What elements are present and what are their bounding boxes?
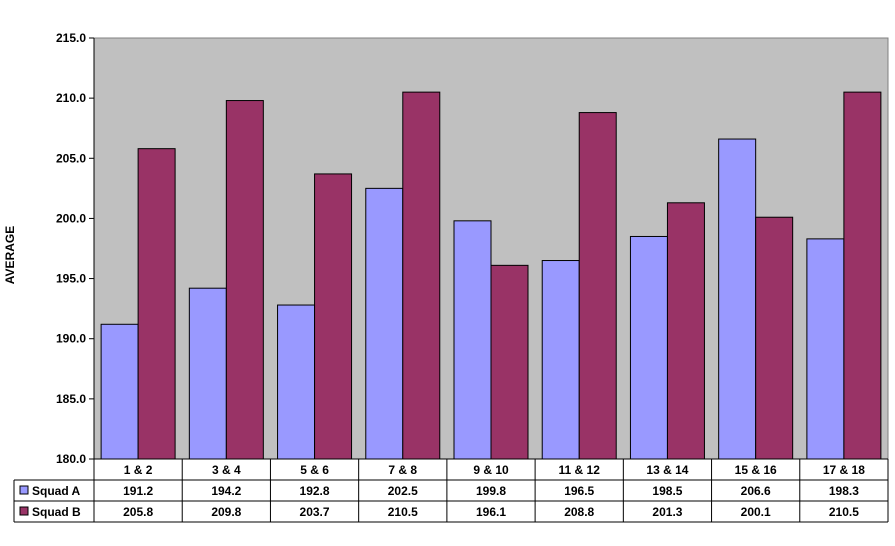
data-label: 203.7 — [300, 505, 330, 519]
bar-squad-a — [718, 138, 757, 460]
data-label: 191.2 — [123, 484, 153, 498]
y-tick-label: 205.0 — [56, 151, 86, 165]
x-tick-label: 5 & 6 — [300, 463, 329, 477]
bar-squad-a — [629, 235, 668, 460]
data-label: 200.1 — [741, 505, 771, 519]
bar-squad-a — [806, 238, 845, 460]
data-label: 198.3 — [829, 484, 859, 498]
bar-squad-a — [453, 220, 492, 460]
x-tick-label: 11 & 12 — [559, 463, 601, 477]
y-tick-label: 200.0 — [56, 211, 86, 225]
bar-squad-b — [755, 216, 794, 460]
data-label: 194.2 — [211, 484, 241, 498]
legend-key-squad-b — [19, 506, 29, 516]
y-tick-label: 210.0 — [56, 91, 86, 105]
data-label: 196.1 — [476, 505, 506, 519]
bar-squad-a — [188, 287, 227, 460]
data-label: 199.8 — [476, 484, 506, 498]
x-tick-label: 9 & 10 — [473, 463, 509, 477]
bar-squad-b — [843, 91, 882, 460]
x-tick-label: 7 & 8 — [388, 463, 417, 477]
legend-key-squad-a — [19, 485, 29, 495]
bar-squad-b — [314, 173, 353, 460]
data-label: 201.3 — [652, 505, 682, 519]
bars — [100, 91, 882, 460]
legend-label: Squad B — [32, 505, 81, 519]
bar-squad-b — [666, 202, 705, 460]
bar-squad-b — [225, 100, 264, 460]
legend-label: Squad A — [32, 484, 81, 498]
y-axis: 215.0 210.0 205.0 200.0 195.0 190.0 185.0 180.0 — [56, 31, 95, 466]
data-label: 202.5 — [388, 484, 418, 498]
data-label: 206.6 — [741, 484, 771, 498]
bar-squad-a — [100, 323, 139, 460]
x-tick-label: 1 & 2 — [124, 463, 153, 477]
data-table: 1 & 2 3 & 4 5 & 6 7 & 8 9 & 10 11 & 12 13 & 14… — [13, 458, 889, 523]
data-label: 209.8 — [211, 505, 241, 519]
x-tick-label: 3 & 4 — [212, 463, 241, 477]
data-label: 210.5 — [829, 505, 859, 519]
x-tick-label: 13 & 14 — [646, 463, 688, 477]
data-label: 198.5 — [652, 484, 682, 498]
y-axis-label: AVERAGE — [3, 226, 17, 284]
data-label: 205.8 — [123, 505, 153, 519]
y-tick-label: 180.0 — [56, 452, 86, 466]
bar-squad-b — [490, 264, 529, 460]
data-label: 210.5 — [388, 505, 418, 519]
x-tick-label: 15 & 16 — [735, 463, 777, 477]
data-label: 196.5 — [564, 484, 594, 498]
x-tick-label: 17 & 18 — [823, 463, 865, 477]
bar-squad-b — [402, 91, 441, 460]
data-label: 192.8 — [300, 484, 330, 498]
bar-squad-b — [137, 148, 176, 460]
y-tick-label: 215.0 — [56, 31, 86, 45]
y-tick-label: 195.0 — [56, 272, 86, 286]
bar-squad-a — [541, 260, 580, 460]
y-tick-label: 185.0 — [56, 392, 86, 406]
bar-squad-a — [277, 304, 316, 460]
bar-squad-b — [578, 112, 617, 460]
data-label: 208.8 — [564, 505, 594, 519]
y-tick-label: 190.0 — [56, 332, 86, 346]
bar-squad-a — [365, 187, 404, 460]
